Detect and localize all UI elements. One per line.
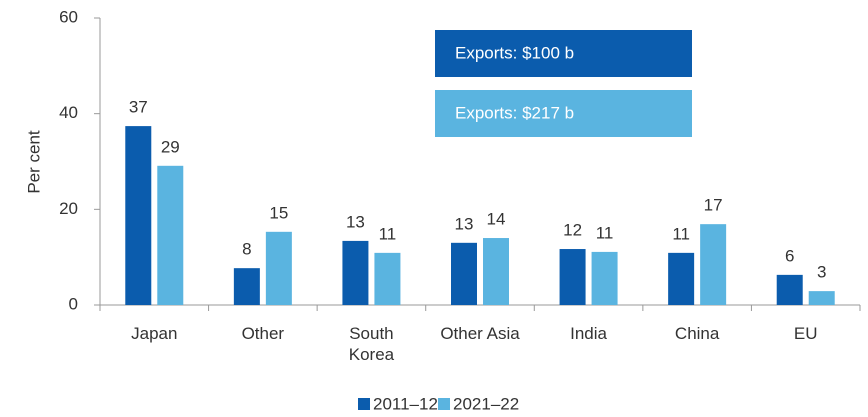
bar bbox=[700, 224, 727, 305]
legend-label: 2011–12 bbox=[373, 394, 438, 413]
value-label: 12 bbox=[563, 221, 582, 240]
annotation: Exports: $100 b bbox=[455, 43, 574, 62]
bar bbox=[776, 274, 803, 305]
bar bbox=[374, 252, 401, 305]
annotation: Exports: $217 b bbox=[455, 103, 574, 122]
bar bbox=[342, 240, 369, 305]
bar bbox=[157, 165, 184, 305]
x-tick-label: China bbox=[674, 324, 720, 343]
value-label: 11 bbox=[672, 224, 690, 243]
value-label: 29 bbox=[161, 137, 180, 156]
bar bbox=[808, 291, 835, 305]
value-label: 8 bbox=[242, 240, 251, 259]
value-label: 11 bbox=[596, 223, 614, 242]
bar bbox=[559, 249, 586, 305]
value-label: 17 bbox=[704, 196, 723, 215]
legend-swatch bbox=[438, 398, 450, 410]
annotation-box bbox=[435, 90, 692, 137]
y-tick-label: 20 bbox=[59, 199, 78, 218]
x-tick-label: Other bbox=[241, 324, 285, 343]
legend-swatch bbox=[358, 398, 370, 410]
value-label: 3 bbox=[817, 263, 826, 282]
y-axis-label: Per cent bbox=[24, 130, 43, 194]
bar bbox=[483, 238, 509, 305]
value-label: 13 bbox=[455, 214, 474, 233]
bar bbox=[451, 242, 477, 305]
y-tick-label: 60 bbox=[59, 7, 78, 26]
legend-label: 2021–22 bbox=[453, 394, 519, 413]
annotation-box bbox=[435, 30, 692, 77]
x-tick-label: EU bbox=[793, 324, 818, 343]
y-tick-label: 40 bbox=[59, 103, 78, 122]
value-label: 14 bbox=[487, 210, 506, 229]
value-label: 11 bbox=[379, 224, 397, 243]
value-label: 6 bbox=[785, 246, 794, 265]
bar bbox=[591, 251, 618, 305]
y-tick-label: 0 bbox=[69, 294, 78, 313]
value-label: 37 bbox=[129, 98, 148, 117]
bar bbox=[265, 231, 292, 305]
x-tick-label: Japan bbox=[131, 324, 178, 343]
value-label: 15 bbox=[269, 203, 288, 222]
x-tick-label: India bbox=[570, 324, 607, 343]
value-label: 13 bbox=[346, 212, 365, 231]
x-tick-label: South Korea bbox=[348, 324, 395, 364]
bar bbox=[668, 252, 695, 305]
bar bbox=[125, 126, 152, 305]
bar bbox=[233, 268, 260, 305]
x-tick-label: Other Asia bbox=[440, 324, 520, 343]
